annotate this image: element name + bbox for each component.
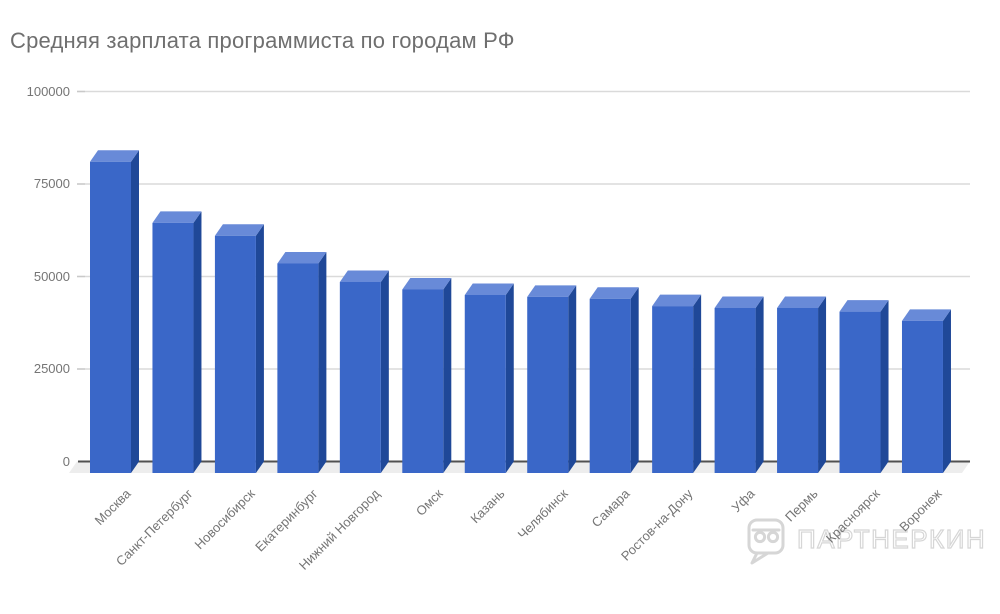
bar-front-face	[402, 289, 444, 473]
bar-column	[464, 283, 514, 473]
bar-top-face	[90, 150, 139, 162]
bar-top-face	[402, 277, 452, 290]
bar-side-face	[630, 287, 639, 473]
bar-top-face	[152, 211, 202, 223]
bar-column	[714, 296, 764, 473]
bar-top-face	[777, 296, 827, 308]
bar-front-face	[214, 235, 256, 473]
bar-column	[839, 300, 889, 473]
bar-column	[589, 287, 639, 473]
bar-top-face	[339, 270, 389, 283]
bar-front-face	[652, 306, 694, 473]
bar-column	[777, 296, 827, 473]
bar-column	[277, 252, 327, 473]
bar-side-face	[131, 150, 139, 474]
bar-front-face	[589, 298, 631, 473]
bar-column	[339, 270, 389, 473]
bar-front-face	[777, 307, 819, 473]
bar-column	[527, 285, 577, 473]
chart-floor	[69, 460, 970, 473]
bar-top-face	[652, 294, 702, 307]
bar-side-face	[505, 283, 514, 473]
bar-top-face	[714, 296, 764, 308]
bar-top-face	[464, 283, 514, 295]
bar-column	[152, 211, 202, 473]
bar-column	[90, 150, 139, 474]
chart-title: Средняя зарплата программиста по городам…	[10, 28, 515, 53]
bar-side-face	[755, 296, 764, 473]
y-axis-label: 25000	[33, 361, 70, 376]
bar-front-face	[527, 296, 569, 473]
bar-side-face	[942, 309, 951, 473]
bar-column	[652, 294, 702, 473]
y-axis-label: 75000	[33, 176, 70, 191]
watermark: ПАРТНЕРКИН	[747, 518, 986, 565]
bar-front-face	[152, 222, 194, 473]
bar-front-face	[464, 295, 506, 473]
bar-front-face	[839, 311, 881, 473]
y-axis-label: 100000	[26, 83, 70, 99]
bar-side-face	[443, 277, 452, 473]
bar-top-face	[527, 285, 577, 297]
bar-front-face	[277, 263, 319, 473]
chart-floor-plane	[69, 461, 970, 473]
bar-top-face	[901, 309, 951, 321]
bar-top-face	[214, 224, 264, 236]
watermark-text: ПАРТНЕРКИН	[797, 524, 986, 554]
bar-side-face	[568, 285, 577, 473]
bar-side-face	[318, 252, 327, 473]
bar-front-face	[339, 282, 381, 473]
bar-column	[901, 309, 951, 473]
bar-side-face	[693, 294, 702, 473]
grid-layer	[77, 90, 970, 370]
bar-front-face	[714, 307, 756, 473]
bar-side-face	[380, 270, 389, 473]
bar-front-face	[901, 320, 943, 473]
y-axis-label: 0	[62, 453, 70, 469]
bar-top-face	[589, 287, 639, 299]
bar-side-face	[255, 224, 264, 473]
bar-column	[402, 277, 452, 473]
bar-top-face	[277, 252, 327, 264]
bar-column	[214, 224, 264, 473]
bars-layer	[90, 150, 951, 474]
bar-top-face	[839, 300, 889, 312]
bar-side-face	[818, 296, 827, 473]
bar-side-face	[193, 211, 202, 473]
y-axis-label: 50000	[33, 268, 70, 284]
speech-bubble-glasses-icon	[747, 518, 785, 565]
bar-side-face	[880, 300, 889, 473]
bar-front-face	[90, 161, 131, 474]
